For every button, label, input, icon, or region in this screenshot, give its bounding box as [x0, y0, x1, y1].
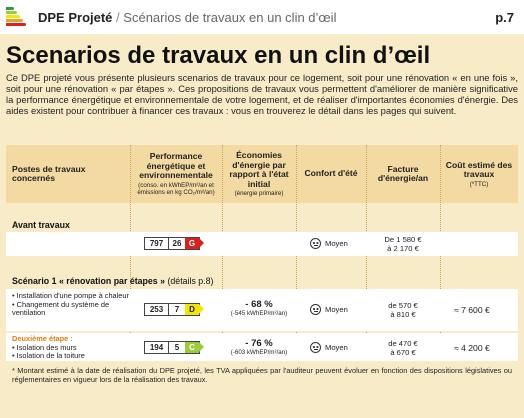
dpe-badge-avant: 797 26 G: [144, 237, 204, 250]
neutral-face-icon: [310, 342, 321, 353]
section-title: Scénarios de travaux en un clin d’œil: [123, 10, 337, 25]
conso-value: 797: [145, 238, 169, 249]
list-item: • Changement du système de ventilation: [12, 299, 110, 318]
dpe-energy-bars-icon: [6, 7, 26, 27]
emissions-value: 7: [174, 305, 180, 314]
header-cout-note: (*TTC): [469, 180, 489, 188]
header-economies-label: Économies d'énergie par rapport à l'état…: [229, 150, 289, 189]
list-item: • Installation d'une pompe à chaleur: [12, 291, 129, 300]
page-title: Scenarios de travaux en un clin d’œil: [6, 42, 431, 69]
energy-class-badge: D: [185, 304, 204, 315]
economie-step1: - 68 % (-545 kWhEP/m²/an): [222, 300, 296, 318]
emissions-value: 5: [174, 343, 180, 352]
facture-line2: à 810 €: [390, 310, 416, 319]
page-number: p.7: [495, 10, 514, 25]
facture-step2: de 470 € à 670 €: [366, 339, 440, 357]
intro-paragraph: Ce DPE projeté vous présente plusieurs s…: [6, 72, 518, 116]
emissions-value: 26: [172, 239, 182, 248]
facture-line2: à 670 €: [390, 348, 416, 357]
header-confort-label: Confort d'été: [304, 168, 358, 179]
dpe-badge-step1: 253 7 D: [144, 303, 204, 316]
economie-abs: (-603 kWhEP/m²/an): [230, 349, 288, 356]
dpe-badge-step2: 194 5 C: [144, 341, 204, 354]
list-item: • Isolation de la toiture: [12, 351, 85, 361]
doc-title: DPE Projeté: [38, 10, 113, 25]
facture-step1: de 570 € à 810 €: [366, 301, 440, 319]
scenario-1-step1-row: [6, 289, 518, 331]
list-item: • Isolation des murs: [12, 342, 77, 352]
economie-pct: - 76 %: [245, 338, 273, 349]
header-breadcrumb: DPE Projeté / Scénarios de travaux en un…: [38, 10, 336, 25]
energy-class-badge: G: [185, 238, 204, 249]
scenario-1-detail: (détails p.8): [167, 276, 214, 286]
header-economies-note: (énergie primaire): [234, 190, 284, 197]
confort-value: Moyen: [325, 239, 348, 248]
energy-class-badge: C: [185, 342, 204, 353]
confort-value: Moyen: [325, 343, 348, 352]
scenario-1-title: Scénario 1 « rénovation par étapes »: [12, 276, 166, 286]
header-cout: Coût estimé des travaux (*TTC): [440, 145, 518, 203]
header-postes: Postes de travaux concernés: [6, 145, 130, 203]
header-performance: Performance énergétique et environnement…: [130, 145, 222, 203]
cout-step2: ≈ 4 200 €: [454, 343, 490, 353]
confort-avant: Moyen: [310, 238, 348, 249]
header-economies: Économies d'énergie par rapport à l'état…: [222, 145, 296, 203]
scenario-1-step2-row: [6, 333, 518, 361]
confort-step1: Moyen: [310, 304, 348, 315]
economie-abs: (-545 kWhEP/m²/an): [230, 310, 288, 317]
header-postes-label: Postes de travaux concernés: [12, 163, 86, 183]
facture-line2: à 2 170 €: [387, 244, 419, 253]
conso-value: 253: [145, 304, 169, 315]
confort-value: Moyen: [325, 305, 348, 314]
facture-line1: de 470 €: [388, 339, 418, 348]
step2-title: Deuxième étape :: [12, 334, 73, 343]
header-confort: Confort d'été: [296, 145, 366, 203]
neutral-face-icon: [310, 304, 321, 315]
header-facture: Facture d'énergie/an: [366, 145, 440, 203]
neutral-face-icon: [310, 238, 321, 249]
header-facture-label: Facture d'énergie/an: [377, 163, 429, 183]
header-performance-label: Performance énergétique et environnement…: [139, 151, 213, 181]
facture-line1: de 570 €: [388, 301, 418, 310]
breadcrumb-separator: /: [116, 10, 120, 25]
step1-works-list: • Installation d'une pompe à chaleur • C…: [12, 291, 130, 318]
confort-step2: Moyen: [310, 342, 348, 353]
avant-travaux-row: [6, 232, 518, 256]
footnote: * Montant estimé à la date de réalisatio…: [12, 366, 512, 384]
scenario-1-label: Scénario 1 « rénovation par étapes » (dé…: [12, 276, 213, 286]
step2-works-list: Deuxième étape : • Isolation des murs • …: [12, 334, 130, 361]
cout-step1: ≈ 7 600 €: [454, 305, 490, 315]
economie-pct: - 68 %: [245, 299, 273, 310]
table-header: Postes de travaux concernés Performance …: [6, 145, 518, 203]
facture-avant: De 1 580 € à 2 170 €: [366, 235, 440, 253]
avant-travaux-label: Avant travaux: [12, 220, 70, 230]
header-cout-label: Coût estimé des travaux: [445, 159, 513, 179]
page-header: DPE Projeté / Scénarios de travaux en un…: [0, 0, 524, 34]
economie-step2: - 76 % (-603 kWhEP/m²/an): [222, 339, 296, 357]
conso-value: 194: [145, 342, 169, 353]
facture-line1: De 1 580 €: [384, 235, 422, 244]
header-performance-note: (conso. en kWhEP/m²/an et émissions en k…: [137, 181, 215, 196]
